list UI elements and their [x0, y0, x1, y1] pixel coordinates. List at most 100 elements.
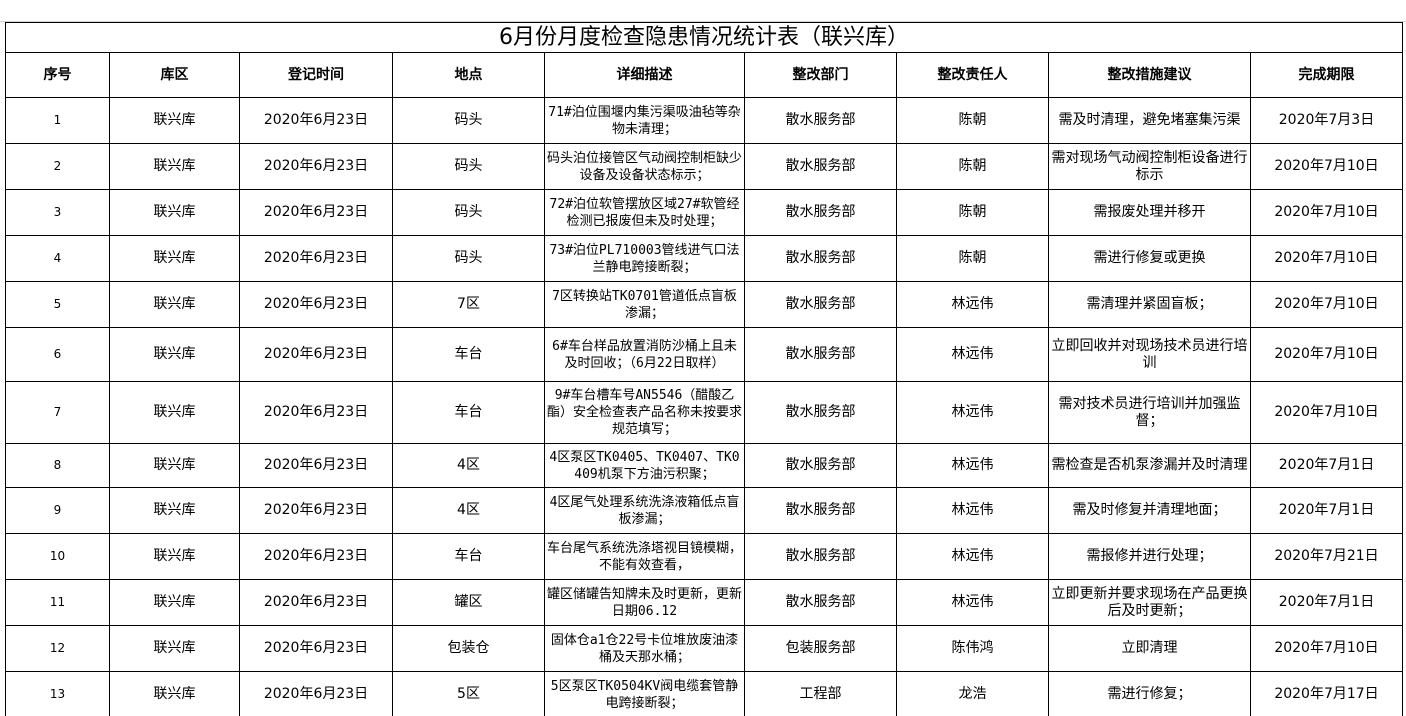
table-cell: 联兴库 — [110, 236, 240, 282]
table-cell: 需及时修复并清理地面； — [1049, 488, 1251, 534]
blank-row — [0, 0, 1406, 22]
table-cell: 需检查是否机泵渗漏并及时清理 — [1049, 444, 1251, 488]
table-cell: 2020年6月23日 — [240, 190, 393, 236]
table-cell: 2020年6月23日 — [240, 98, 393, 144]
table-cell: 12 — [5, 626, 110, 672]
table-cell: 联兴库 — [110, 488, 240, 534]
description-cell: 4区泵区TK0405、TK0407、TK0409机泵下方油污积聚； — [545, 444, 745, 488]
description-cell: 9#车台槽车号AN5546（醋酸乙酯）安全检查表产品名称未按要求规范填写； — [545, 382, 745, 444]
table-cell: 陈朝 — [897, 144, 1049, 190]
table-cell: 2020年6月23日 — [240, 282, 393, 328]
table-cell: 包装仓 — [393, 626, 545, 672]
table-cell: 联兴库 — [110, 534, 240, 580]
table-cell: 5 — [5, 282, 110, 328]
table-cell: 联兴库 — [110, 444, 240, 488]
table-cell: 联兴库 — [110, 328, 240, 382]
header-cell: 整改责任人 — [897, 53, 1049, 98]
table-cell: 联兴库 — [110, 282, 240, 328]
table-cell: 6 — [5, 328, 110, 382]
description-cell: 固体仓a1仓22号卡位堆放废油漆桶及天那水桶； — [545, 626, 745, 672]
header-cell: 库区 — [110, 53, 240, 98]
table-cell: 林远伟 — [897, 282, 1049, 328]
table-cell: 散水服务部 — [745, 382, 897, 444]
table-cell: 2020年6月23日 — [240, 580, 393, 626]
table-cell: 11 — [5, 580, 110, 626]
table-cell: 立即更新并要求现场在产品更换后及时更新； — [1049, 580, 1251, 626]
table-cell: 4 — [5, 236, 110, 282]
table-cell: 立即回收并对现场技术员进行培训 — [1049, 328, 1251, 382]
description-cell: 车台尾气系统洗涤塔视目镜模糊，不能有效查看， — [545, 534, 745, 580]
header-cell: 详细描述 — [545, 53, 745, 98]
table-cell: 散水服务部 — [745, 190, 897, 236]
table-cell: 散水服务部 — [745, 444, 897, 488]
table-cell: 2020年6月23日 — [240, 672, 393, 716]
table-cell: 5区 — [393, 672, 545, 716]
table-cell: 2020年7月10日 — [1251, 626, 1403, 672]
header-cell: 地点 — [393, 53, 545, 98]
table-cell: 8 — [5, 444, 110, 488]
table-cell: 需进行修复或更换 — [1049, 236, 1251, 282]
table-cell: 9 — [5, 488, 110, 534]
table-cell: 林远伟 — [897, 444, 1049, 488]
table-cell: 联兴库 — [110, 672, 240, 716]
table-cell: 陈伟鸿 — [897, 626, 1049, 672]
table-cell: 联兴库 — [110, 144, 240, 190]
description-cell: 4区尾气处理系统洗涤液箱低点盲板渗漏； — [545, 488, 745, 534]
table-cell: 码头 — [393, 98, 545, 144]
table-cell: 2020年7月10日 — [1251, 144, 1403, 190]
table-cell: 林远伟 — [897, 382, 1049, 444]
table-cell: 2 — [5, 144, 110, 190]
table-cell: 散水服务部 — [745, 144, 897, 190]
table-cell: 1 — [5, 98, 110, 144]
table-cell: 包装服务部 — [745, 626, 897, 672]
table-cell: 立即清理 — [1049, 626, 1251, 672]
table-cell: 2020年7月10日 — [1251, 190, 1403, 236]
header-cell: 序号 — [5, 53, 110, 98]
table-cell: 码头 — [393, 190, 545, 236]
table-cell: 2020年7月10日 — [1251, 282, 1403, 328]
table-cell: 林远伟 — [897, 328, 1049, 382]
table-cell: 3 — [5, 190, 110, 236]
table-cell: 2020年6月23日 — [240, 236, 393, 282]
table-cell: 需报废处理并移开 — [1049, 190, 1251, 236]
table-cell: 散水服务部 — [745, 282, 897, 328]
table-cell: 车台 — [393, 328, 545, 382]
table-cell: 2020年6月23日 — [240, 444, 393, 488]
table-cell: 联兴库 — [110, 98, 240, 144]
table-cell: 2020年6月23日 — [240, 626, 393, 672]
header-cell: 整改措施建议 — [1049, 53, 1251, 98]
table-cell: 散水服务部 — [745, 236, 897, 282]
table-cell: 车台 — [393, 382, 545, 444]
table-cell: 陈朝 — [897, 190, 1049, 236]
table-cell: 散水服务部 — [745, 328, 897, 382]
table-cell: 7区 — [393, 282, 545, 328]
table-cell: 罐区 — [393, 580, 545, 626]
table-cell: 2020年7月10日 — [1251, 328, 1403, 382]
table-cell: 散水服务部 — [745, 488, 897, 534]
table-cell: 2020年6月23日 — [240, 328, 393, 382]
table-cell: 陈朝 — [897, 236, 1049, 282]
table-cell: 2020年6月23日 — [240, 144, 393, 190]
description-cell: 罐区储罐告知牌未及时更新，更新日期06.12 — [545, 580, 745, 626]
table-cell: 2020年6月23日 — [240, 382, 393, 444]
table-cell: 2020年7月1日 — [1251, 444, 1403, 488]
table-cell: 散水服务部 — [745, 98, 897, 144]
table-cell: 龙浩 — [897, 672, 1049, 716]
header-cell: 整改部门 — [745, 53, 897, 98]
table-cell: 2020年7月3日 — [1251, 98, 1403, 144]
table-cell: 林远伟 — [897, 580, 1049, 626]
table-cell: 需清理并紧固盲板； — [1049, 282, 1251, 328]
table-cell: 联兴库 — [110, 626, 240, 672]
table-cell: 2020年7月21日 — [1251, 534, 1403, 580]
table-cell: 联兴库 — [110, 580, 240, 626]
table-cell: 林远伟 — [897, 488, 1049, 534]
table-cell: 需及时清理，避免堵塞集污渠 — [1049, 98, 1251, 144]
table-cell: 2020年6月23日 — [240, 488, 393, 534]
description-cell: 码头泊位接管区气动阀控制柜缺少设备及设备状态标示； — [545, 144, 745, 190]
table-cell: 林远伟 — [897, 534, 1049, 580]
table-title: 6月份月度检查隐患情况统计表（联兴库） — [5, 22, 1403, 53]
table-cell: 4区 — [393, 444, 545, 488]
table-cell: 需报修并进行处理； — [1049, 534, 1251, 580]
table-cell: 车台 — [393, 534, 545, 580]
table-cell: 陈朝 — [897, 98, 1049, 144]
